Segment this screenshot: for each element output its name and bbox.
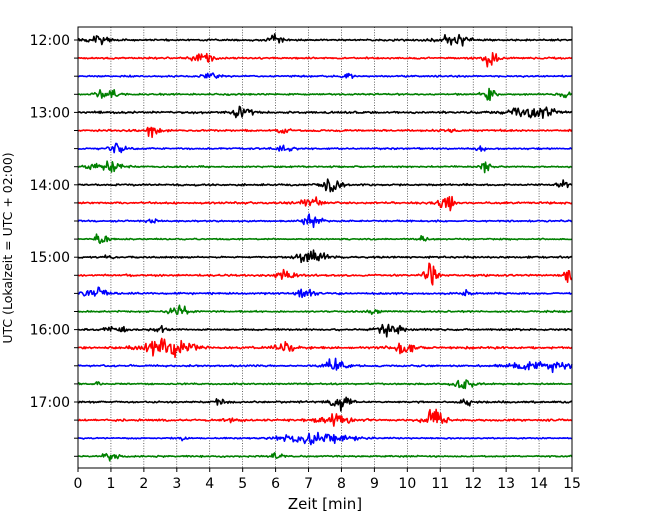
seismic-trace bbox=[77, 304, 573, 316]
seismic-trace bbox=[77, 105, 573, 119]
seismic-trace bbox=[77, 51, 573, 68]
seismic-trace bbox=[77, 379, 573, 390]
x-tick-label: 7 bbox=[304, 476, 313, 492]
seismic-trace bbox=[77, 249, 573, 264]
x-tick-label: 3 bbox=[172, 476, 181, 492]
y-tick-label: 13:00 bbox=[30, 105, 70, 121]
x-tick-label: 14 bbox=[530, 476, 548, 492]
y-axis-label: UTC (Lokalzeit = UTC + 02:00) bbox=[0, 152, 15, 343]
seismic-trace bbox=[77, 357, 573, 374]
x-tick-label: 10 bbox=[398, 476, 416, 492]
x-tick-label: 2 bbox=[139, 476, 148, 492]
seismic-trace bbox=[77, 431, 573, 446]
seismic-trace bbox=[77, 178, 573, 193]
y-tick-label: 17:00 bbox=[30, 395, 70, 411]
seismic-trace bbox=[77, 408, 573, 427]
seismic-trace bbox=[77, 195, 573, 212]
grid-lines bbox=[110, 27, 540, 468]
x-tick-label: 4 bbox=[205, 476, 214, 492]
x-tick-label: 9 bbox=[370, 476, 379, 492]
x-tick-label: 5 bbox=[238, 476, 247, 492]
plot-frame bbox=[77, 26, 573, 469]
y-tick-label: 14:00 bbox=[30, 178, 70, 194]
seismic-trace bbox=[77, 286, 573, 299]
y-tick-label: 16:00 bbox=[30, 323, 70, 339]
trace-group bbox=[77, 33, 573, 462]
seismic-trace bbox=[77, 452, 573, 462]
seismic-trace bbox=[77, 160, 573, 174]
x-tick-label: 15 bbox=[563, 476, 581, 492]
x-tick-label: 11 bbox=[431, 476, 449, 492]
y-tick-label: 12:00 bbox=[30, 33, 70, 49]
seismic-trace bbox=[77, 233, 573, 245]
seismic-trace bbox=[77, 262, 573, 286]
x-tick-label: 13 bbox=[497, 476, 515, 492]
seismic-trace bbox=[77, 323, 573, 338]
seismic-trace bbox=[77, 337, 573, 359]
x-tick-label: 12 bbox=[464, 476, 482, 492]
seismic-trace bbox=[77, 213, 573, 229]
x-ticks: 0 1 2 3 4 5 6 7 8 9 10 11 12 13 14 15 bbox=[74, 468, 581, 492]
seismic-trace bbox=[77, 87, 573, 102]
seismic-trace bbox=[77, 142, 573, 154]
x-axis-label: Zeit [min] bbox=[288, 495, 362, 513]
y-tick-label: 15:00 bbox=[30, 250, 70, 266]
x-tick-label: 6 bbox=[271, 476, 280, 492]
seismic-trace bbox=[77, 396, 573, 412]
y-ticks: 12:00 13:00 14:00 15:00 16:00 17:00 bbox=[30, 33, 78, 457]
x-tick-label: 8 bbox=[337, 476, 346, 492]
x-tick-label: 1 bbox=[106, 476, 115, 492]
seismic-trace bbox=[77, 72, 573, 79]
seismic-trace bbox=[77, 33, 573, 47]
seismic-trace bbox=[77, 126, 573, 139]
x-tick-label: 0 bbox=[74, 476, 83, 492]
